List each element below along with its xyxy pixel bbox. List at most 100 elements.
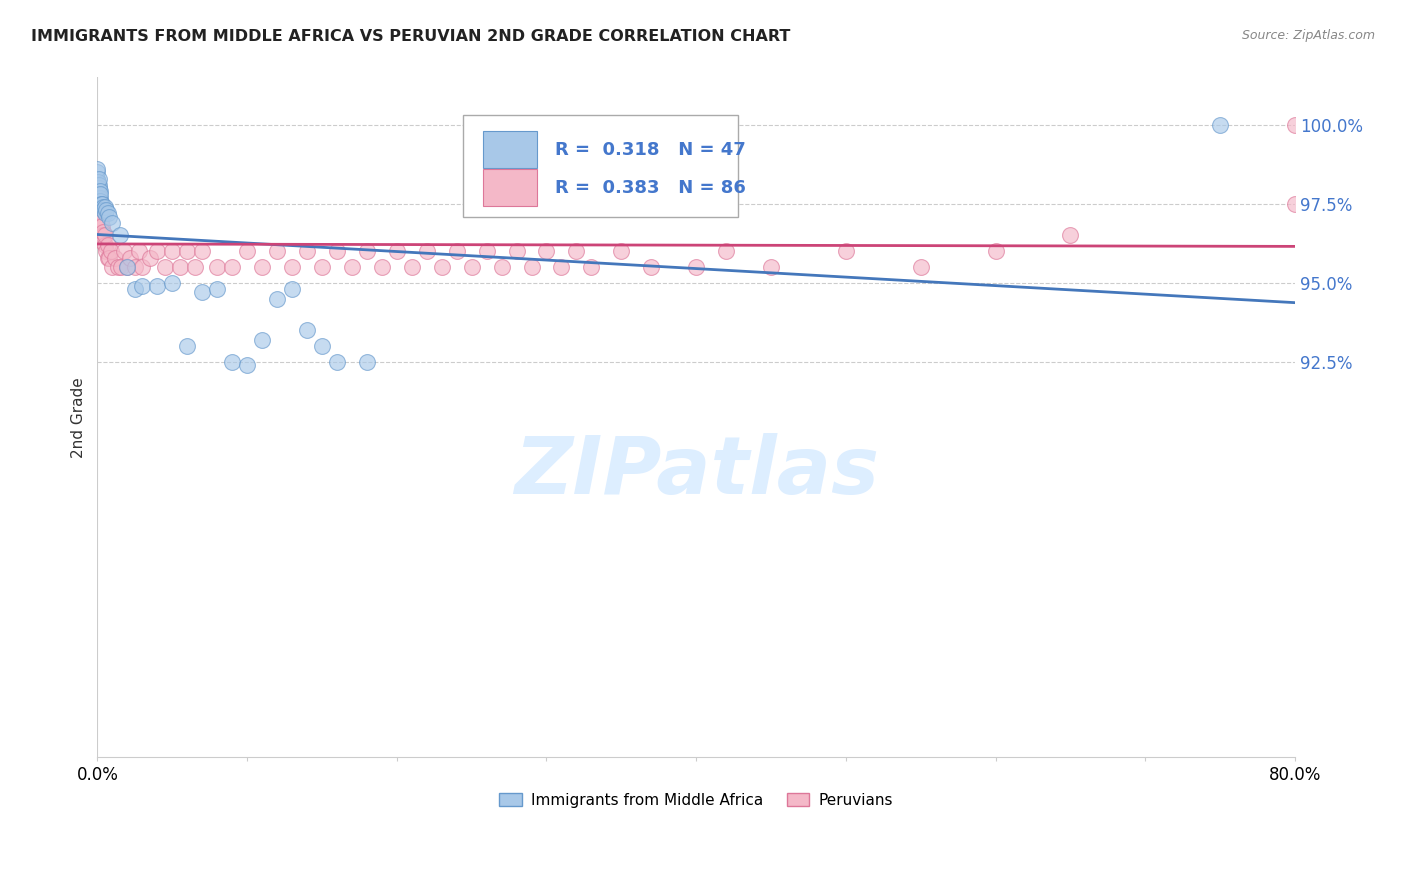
Point [89,190,111,204]
Y-axis label: 2nd Grade: 2nd Grade [72,376,86,458]
Point [87,194,110,208]
Point [87,178,110,192]
Point [87,184,110,198]
Point [640,260,662,274]
Point [131,260,153,274]
Point [90,219,112,233]
Point [160,244,183,259]
Point [1284,197,1306,211]
Point [176,244,198,259]
Point [89,194,111,208]
Point [87,203,110,218]
Text: R =  0.383   N = 86: R = 0.383 N = 86 [555,178,745,196]
Point [86,187,108,202]
Point [160,276,183,290]
Point [221,355,243,369]
Point [87,181,110,195]
Point [910,260,932,274]
Point [581,260,603,274]
Point [98,210,121,224]
Point [112,244,135,259]
Point [98,251,121,265]
Point [86,206,108,220]
Point [146,279,169,293]
Point [86,175,108,189]
FancyBboxPatch shape [484,169,537,206]
Point [97,206,120,220]
Point [91,200,114,214]
Point [685,260,707,274]
Point [124,282,146,296]
Point [89,212,111,227]
Point [1209,118,1232,132]
Point [94,206,117,220]
Point [550,260,572,274]
Point [356,355,378,369]
Point [86,200,108,214]
FancyBboxPatch shape [463,115,738,217]
Point [104,251,127,265]
Point [146,244,169,259]
Point [89,187,111,202]
Point [326,244,349,259]
Text: IMMIGRANTS FROM MIDDLE AFRICA VS PERUVIAN 2ND GRADE CORRELATION CHART: IMMIGRANTS FROM MIDDLE AFRICA VS PERUVIA… [31,29,790,44]
Point [94,200,117,214]
Point [107,260,129,274]
Point [96,244,118,259]
Point [87,187,110,202]
Point [101,216,124,230]
Point [536,244,558,259]
Text: Source: ZipAtlas.com: Source: ZipAtlas.com [1241,29,1375,42]
Point [86,162,108,177]
Point [94,238,117,252]
Point [117,260,139,274]
Point [759,260,782,274]
Point [460,260,482,274]
Point [87,210,110,224]
Point [236,358,259,372]
Point [491,260,513,274]
Point [90,212,112,227]
Point [87,206,110,220]
Point [984,244,1007,259]
Point [89,184,111,198]
Point [326,355,349,369]
Point [221,260,243,274]
Point [183,260,205,274]
Point [169,260,191,274]
Point [91,225,114,239]
Point [87,181,110,195]
Point [117,260,139,274]
Point [281,282,304,296]
Point [205,282,228,296]
Point [97,238,120,252]
Text: ZIPatlas: ZIPatlas [513,433,879,510]
Point [87,187,110,202]
Point [87,171,110,186]
Point [100,244,122,259]
Point [90,197,112,211]
Point [281,260,304,274]
Point [266,292,288,306]
Point [90,228,112,243]
Point [266,244,288,259]
Point [96,203,118,218]
Point [835,244,858,259]
Point [108,228,131,243]
Point [371,260,394,274]
Point [311,260,333,274]
Point [87,178,110,192]
Point [86,197,108,211]
Point [90,197,112,211]
Point [505,244,527,259]
Point [90,219,112,233]
Point [97,251,120,265]
Point [128,244,150,259]
Point [311,339,333,353]
Point [139,251,162,265]
Point [86,171,108,186]
Point [91,228,114,243]
Point [191,244,214,259]
Point [89,206,111,220]
Point [87,203,110,218]
